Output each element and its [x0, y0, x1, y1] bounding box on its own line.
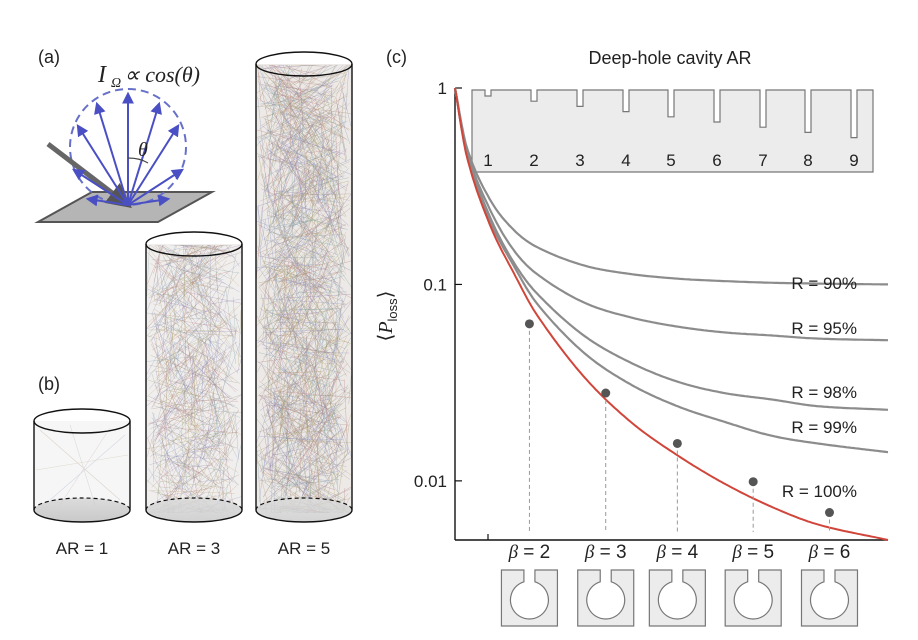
lambert-diagram: θ — [34, 88, 216, 223]
cavity-icon-beta-5 — [724, 569, 782, 627]
svg-text:⟨Ploss⟩: ⟨Ploss⟩ — [375, 291, 400, 342]
cylinder-label-ar-5: AR = 5 — [278, 539, 330, 558]
inset-number-1: 1 — [483, 151, 492, 170]
inset-number-3: 3 — [575, 151, 584, 170]
intensity-circle — [69, 88, 187, 206]
series-line-3 — [453, 87, 889, 454]
data-point-beta-3 — [601, 388, 611, 398]
theta-symbol: θ — [138, 139, 148, 161]
beta-label-4: β = 4 — [655, 542, 698, 563]
svg-text:I: I — [97, 62, 107, 88]
series-line-0 — [453, 87, 888, 286]
y-tick-label: 1 — [438, 79, 447, 98]
svg-text:∝ cos(θ): ∝ cos(θ) — [124, 62, 200, 87]
cylinder-ar-3 — [145, 231, 243, 523]
series-label-2: R = 98% — [791, 383, 857, 402]
inset-number-6: 6 — [712, 151, 721, 170]
cylinder-label-ar-3: AR = 3 — [168, 539, 220, 558]
data-point-beta-2 — [524, 319, 534, 329]
series-line-2 — [453, 87, 889, 411]
cavity-icon-beta-2 — [500, 569, 559, 627]
beta-label-6: β = 6 — [808, 542, 851, 563]
cavity-icon-beta-3 — [577, 569, 635, 627]
lambert-formula: I Ω ∝ cos(θ) — [97, 62, 200, 91]
series-line-1 — [453, 87, 888, 342]
data-point-beta-4 — [672, 438, 682, 448]
incident-ray — [46, 142, 132, 209]
top-axis-title: Deep-hole cavity AR — [588, 48, 751, 68]
inset-number-9: 9 — [849, 151, 858, 170]
inset-number-8: 8 — [803, 151, 812, 170]
beta-label-5: β = 5 — [731, 542, 774, 563]
cavity-profile-inset: 1 2 3 4 5 6 7 8 9 — [471, 89, 874, 173]
y-tick-label: 0.01 — [414, 472, 447, 491]
inset-number-7: 7 — [758, 151, 767, 170]
y-axis-label: ⟨Ploss⟩ — [375, 291, 400, 342]
cavity-icon-beta-4 — [648, 569, 706, 627]
series-label-0: R = 90% — [791, 274, 857, 293]
data-point-beta-5 — [748, 477, 758, 487]
y-tick-label: 0.1 — [423, 275, 447, 294]
beta-label-2: β = 2 — [508, 542, 551, 563]
panel-b-label: (b) — [38, 374, 60, 394]
ray-tracks — [256, 65, 352, 513]
series-label-4: R = 100% — [782, 482, 857, 501]
scattered-rays — [71, 91, 185, 207]
series-label-3: R = 99% — [791, 418, 857, 437]
ray-tracks — [35, 424, 129, 506]
cylinder-ar-1 — [33, 408, 131, 523]
series-line-4 — [454, 87, 889, 541]
beta-label-3: β = 3 — [584, 542, 627, 563]
ray-tracks — [146, 245, 242, 513]
plot-axes: 1 0.1 0.01 — [414, 79, 888, 541]
cylinder-label-ar-1: AR = 1 — [56, 539, 108, 558]
inset-number-2: 2 — [529, 151, 538, 170]
panel-c-label: (c) — [386, 47, 407, 67]
panel-a-label: (a) — [38, 47, 60, 67]
inset-number-5: 5 — [666, 151, 675, 170]
data-point-beta-6 — [824, 508, 834, 518]
inset-number-4: 4 — [621, 151, 630, 170]
cylinder-ar-5 — [255, 51, 353, 523]
cavity-icon-beta-6 — [800, 569, 859, 627]
theta-arc — [127, 157, 149, 164]
series-label-1: R = 95% — [791, 319, 857, 338]
svg-text:Ω: Ω — [111, 76, 121, 91]
